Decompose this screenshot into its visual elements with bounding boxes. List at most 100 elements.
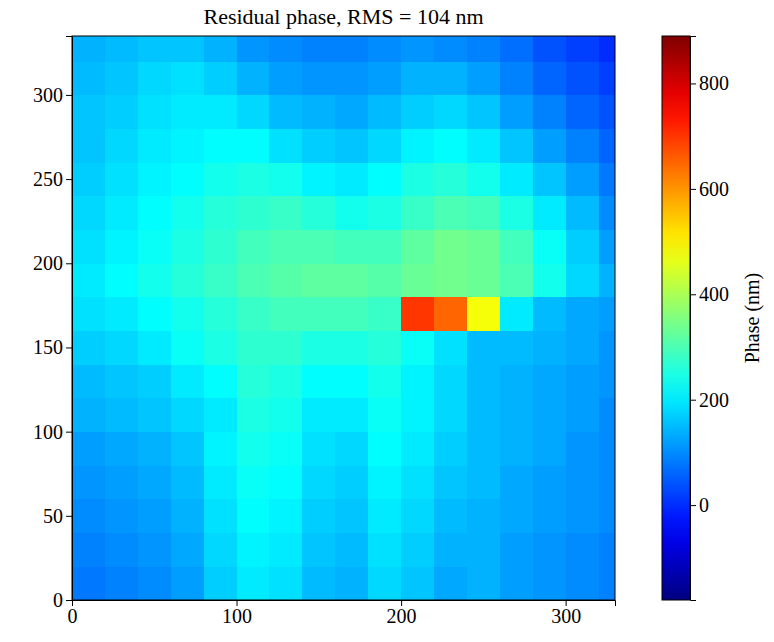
heat-cell [368,162,401,196]
heat-cell [138,465,171,499]
heat-cell [467,95,500,129]
heat-cell [335,61,368,95]
heat-cell [335,432,368,466]
heat-cell [302,230,335,264]
heat-cell [335,465,368,499]
heat-cell [599,499,615,533]
heat-cell [566,230,599,264]
heat-cell [204,432,237,466]
heat-cell [467,162,500,196]
tick-mark [66,95,72,96]
heat-cell [171,432,204,466]
heat-cell [204,196,237,230]
heat-cell [599,566,615,600]
heat-cell [500,331,533,365]
heat-cell [171,398,204,432]
heat-cell [269,129,302,163]
heat-cell [237,297,270,331]
heat-cell [500,499,533,533]
heat-cell [467,398,500,432]
heat-cell [335,230,368,264]
heat-cell [401,465,434,499]
heat-cell [434,499,467,533]
heatmap [72,36,615,600]
heat-cell [434,364,467,398]
heat-cell [401,36,434,62]
tick-mark [66,432,72,433]
heat-cell [401,263,434,297]
heat-cell [467,533,500,567]
colorbar [662,36,690,600]
chart: 0100200300050100150200250300Residual pha… [0,0,774,642]
heat-cell [434,230,467,264]
heat-cell [72,196,105,230]
heat-cell [269,162,302,196]
heat-cell [368,263,401,297]
heat-cell [204,129,237,163]
heat-cell [138,533,171,567]
heat-cell [599,533,615,567]
heat-cell [269,263,302,297]
heat-cell [138,36,171,62]
heat-cell [368,297,401,331]
heat-cell [467,230,500,264]
heat-cell [302,533,335,567]
heat-cell [237,196,270,230]
heat-cell [599,162,615,196]
heat-cell [401,230,434,264]
heat-cell [335,499,368,533]
heat-cell [138,566,171,600]
heat-cell [500,61,533,95]
tick-label: 200 [387,605,417,627]
heat-cell [269,533,302,567]
heat-cell [302,263,335,297]
tick-label: 300 [33,84,63,106]
heat-cell [599,465,615,499]
heat-cell [72,36,105,62]
title: Residual phase, RMS = 104 nm [203,4,483,29]
heat-cell [138,162,171,196]
heat-cell [434,533,467,567]
tick-mark [66,263,72,264]
heat-cell [500,566,533,600]
heat-cell [434,432,467,466]
heat-cell [434,465,467,499]
heat-cell [269,465,302,499]
tick-label: 100 [222,605,252,627]
heat-cell [368,331,401,365]
heat-cell [599,364,615,398]
heat-cell [401,364,434,398]
heat-cell [72,263,105,297]
heat-cell [368,230,401,264]
tick-mark [66,600,72,601]
heat-cell [467,129,500,163]
heat-cell [566,398,599,432]
heat-cell [138,331,171,365]
heat-cell [599,297,615,331]
heat-cell [401,196,434,230]
heat-cell [72,162,105,196]
heat-cell [533,263,566,297]
heat-cell [500,95,533,129]
heat-cell [368,533,401,567]
heat-cell [171,533,204,567]
heat-cell [335,95,368,129]
heat-cell [533,398,566,432]
heat-cell [204,230,237,264]
heat-cell [171,499,204,533]
heat-cell [401,95,434,129]
heat-cell [72,95,105,129]
heat-cell [368,398,401,432]
heat-cell [467,196,500,230]
heat-cell [237,364,270,398]
x-axis: 0100200300 [68,600,616,627]
heat-cell [105,263,138,297]
heat-cell [237,331,270,365]
heat-cell [401,297,434,331]
heat-cell [500,465,533,499]
heat-cell [533,230,566,264]
heat-cell [302,162,335,196]
heat-cell [335,129,368,163]
heat-cell [171,331,204,365]
heat-cell [72,566,105,600]
